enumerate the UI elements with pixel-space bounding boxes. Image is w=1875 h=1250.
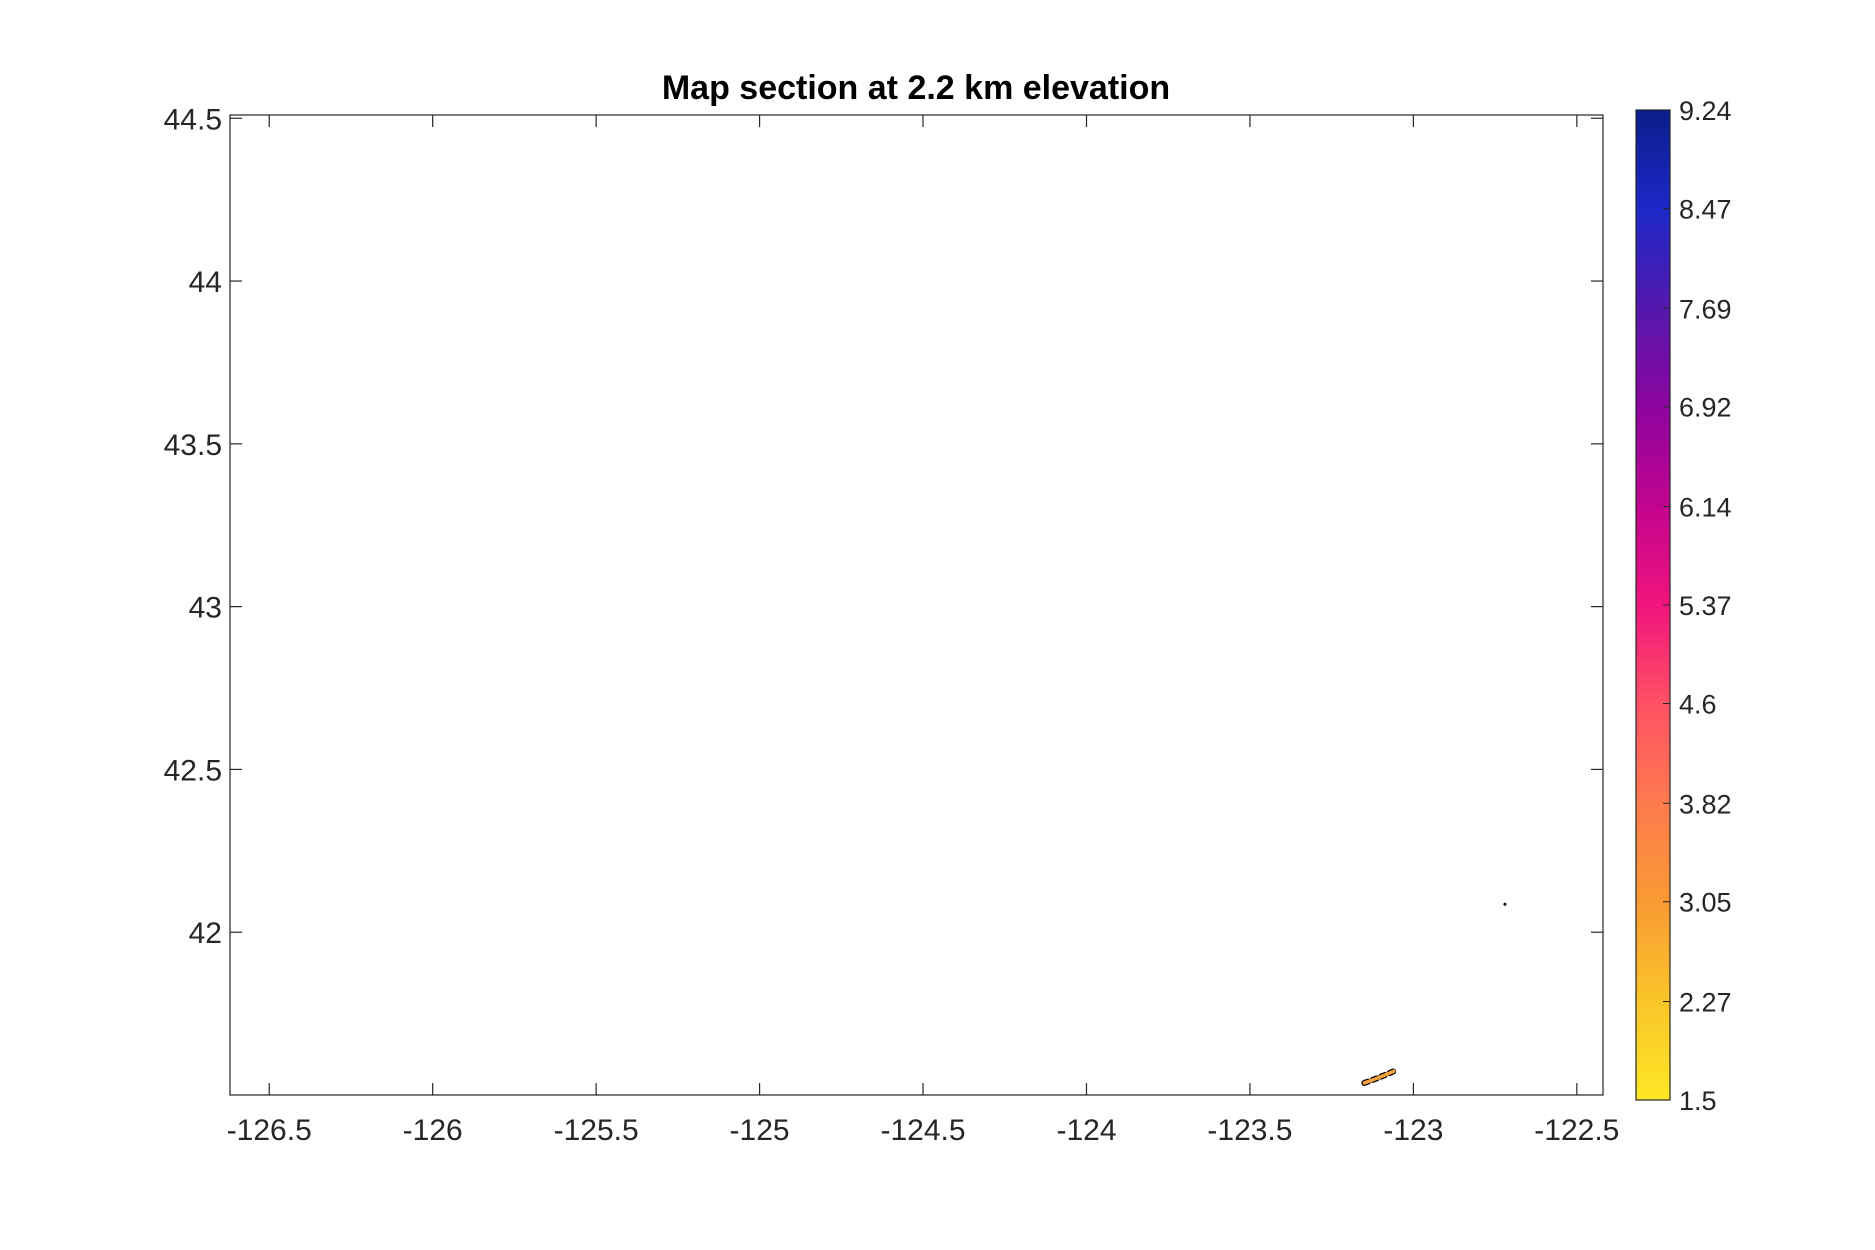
y-tick-label: 44.5	[164, 103, 222, 136]
axis-ticks: -126.5 -126 -125.5 -125 -124.5 -124 -123.5 -123…	[164, 103, 1620, 1147]
y-tick-label: 42	[189, 917, 222, 950]
y-tick-label: 43	[189, 592, 222, 625]
y-tick-label: 44	[189, 266, 222, 299]
x-tick-label: -126	[403, 1114, 463, 1147]
feature-patch	[1362, 1069, 1396, 1085]
x-tick-label: -123.5	[1207, 1114, 1292, 1147]
colorbar-tick-label: 7.69	[1679, 294, 1732, 324]
colorbar-tick-label: 6.92	[1679, 393, 1732, 423]
plot-area	[230, 115, 1603, 1095]
chart-title: Map section at 2.2 km elevation	[662, 69, 1170, 107]
colorbar-tick-label: 2.27	[1679, 988, 1732, 1018]
colorbar-tick-label: 8.47	[1679, 194, 1732, 224]
y-tick-label: 42.5	[164, 754, 222, 787]
x-tick-label: -126.5	[227, 1114, 312, 1147]
colorbar-tick-label: 6.14	[1679, 493, 1732, 523]
colorbar-tick-label: 9.24	[1679, 96, 1732, 126]
x-tick-label: -124	[1056, 1114, 1116, 1147]
x-tick-label: -125	[730, 1114, 790, 1147]
x-tick-label: -125.5	[554, 1114, 639, 1147]
colorbar: 1.5 2.27 3.05 3.82 4.6 5.37 6.14 6.92 7.69 8.47 9.…	[1635, 96, 1732, 1116]
colorbar-tick-label: 3.05	[1679, 888, 1732, 918]
x-tick-label: -122.5	[1534, 1114, 1619, 1147]
axes-box	[229, 114, 1604, 1096]
x-tick-label: -124.5	[880, 1114, 965, 1147]
y-tick-label: 43.5	[164, 429, 222, 462]
data-features	[1361, 902, 1507, 1086]
colorbar-tick-label: 4.6	[1679, 689, 1717, 719]
feature-dot	[1503, 902, 1507, 906]
colorbar-tick-label: 5.37	[1679, 591, 1732, 621]
colorbar-tick-label: 1.5	[1679, 1086, 1717, 1116]
x-tick-label: -123	[1383, 1114, 1443, 1147]
colorbar-tick-label: 3.82	[1679, 789, 1732, 819]
